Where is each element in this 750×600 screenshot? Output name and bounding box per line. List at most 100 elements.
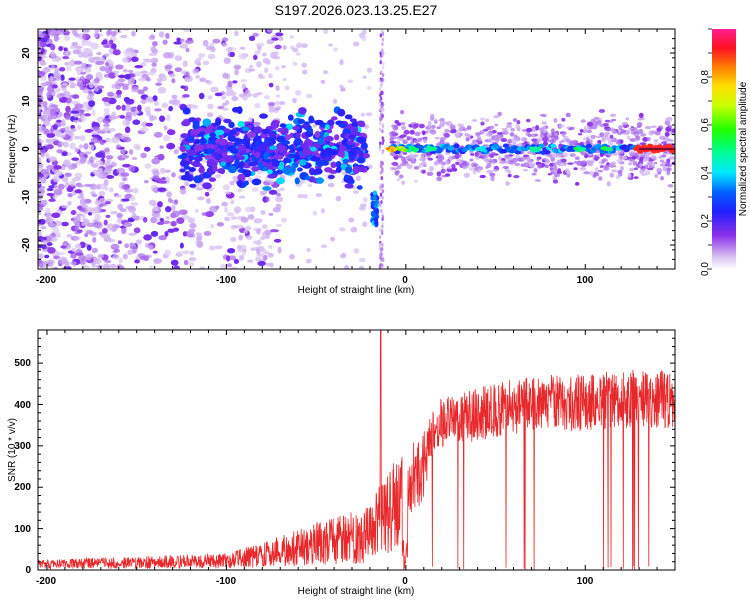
spectrogram-cell: [609, 134, 614, 139]
spectrogram-cell: [314, 130, 321, 139]
spectrogram-cell: [580, 160, 588, 166]
spectrogram-cell: [103, 107, 111, 113]
spectrogram-cell: [633, 133, 638, 137]
spectrogram-cell: [38, 133, 41, 140]
spectrogram-cell: [70, 110, 80, 114]
spectrogram-cell: [304, 175, 311, 181]
spectrogram-cell: [137, 77, 147, 82]
spectrogram-cell: [337, 108, 346, 117]
spectrogram-cell: [523, 162, 530, 168]
spectrogram-cell: [57, 144, 63, 148]
spectrogram-cell: [593, 171, 598, 175]
spectrogram-cell: [69, 142, 76, 150]
spectrogram-cell: [226, 212, 235, 217]
spectrogram-cell: [606, 181, 611, 187]
spectrogram-cell: [546, 132, 553, 137]
spectrogram-cell: [594, 167, 599, 172]
spectrogram-cell: [171, 94, 178, 100]
spectrogram-cell: [115, 104, 122, 111]
spectrogram-cell: [643, 155, 651, 160]
spectrogram-cell: [398, 174, 404, 179]
spectrogram-cell: [557, 169, 561, 173]
spectrogram-cell: [616, 158, 623, 163]
spectrogram-cell: [47, 223, 56, 227]
spectrogram-cell: [606, 128, 612, 132]
spectrogram-cell: [296, 147, 304, 152]
spectrogram-cell: [162, 39, 168, 45]
spectrogram-cell: [394, 171, 400, 176]
spectrogram-cell: [180, 85, 186, 89]
spectrogram-cell: [574, 156, 580, 161]
spectrogram-cell: [338, 227, 346, 232]
spectrogram-cell: [98, 198, 106, 203]
spectrogram-cell: [78, 51, 84, 58]
spectrogram-cell: [170, 220, 177, 227]
spectrogram-cell: [290, 148, 296, 153]
spectrogram-cell: [211, 151, 219, 157]
spectrogram-cell: [54, 170, 63, 177]
spectrogram-cell: [374, 208, 380, 214]
spectrogram-cell: [561, 117, 566, 122]
spectrogram-cell: [586, 121, 594, 127]
spectrogram-cell: [433, 161, 439, 166]
spectrogram-cell: [253, 54, 258, 61]
spectrogram-cell: [454, 161, 460, 165]
spectrogram-cell: [118, 257, 123, 264]
spectrogram-cell: [255, 256, 262, 262]
spectrogram-cell: [406, 136, 414, 140]
colorbar-tick-label: 0.2: [700, 214, 711, 228]
spectrogram-cell: [268, 107, 275, 113]
spectrogram-cell: [433, 119, 438, 125]
spectrogram-cell: [51, 232, 56, 237]
spectrogram-cell: [472, 169, 477, 175]
spectrogram-cell: [381, 53, 384, 58]
spectrogram-cell: [202, 182, 212, 190]
spectrogram-cell: [48, 217, 54, 224]
spectrogram-cell: [199, 137, 207, 145]
spectrogram-cell: [400, 125, 407, 131]
spectrogram-cell: [359, 257, 366, 263]
spectrogram-cell: [553, 135, 560, 141]
spectrogram-cell: [108, 39, 114, 45]
spectrogram-cell: [268, 131, 276, 139]
spectrogram-cell: [122, 163, 131, 168]
spectrogram-cell: [80, 62, 88, 69]
spectrogram-cell: [251, 166, 260, 172]
spectrogram-cell: [268, 82, 274, 88]
spectrogram-cell: [621, 122, 629, 126]
spectrogram-cell: [362, 196, 368, 203]
spectrogram-cell: [229, 147, 240, 154]
spectrogram-cell: [253, 218, 263, 224]
spectrogram-cell: [247, 161, 258, 167]
spectrogram-cell: [565, 112, 571, 118]
spectrogram-cell: [644, 125, 652, 130]
spectrogram-cell: [131, 212, 137, 220]
spectrogram-cell: [444, 173, 451, 177]
spectrogram-cell: [527, 159, 533, 164]
spectrogram-cell: [189, 222, 197, 229]
spectrogram-cell: [60, 74, 65, 81]
spectrogram-cell: [269, 229, 279, 233]
spectrogram-cell: [301, 43, 308, 49]
spectrogram-cell: [256, 49, 262, 54]
spectrogram-cell: [315, 177, 324, 184]
spectrogram-cell: [261, 224, 268, 230]
spectrogram-cell: [380, 69, 383, 74]
spectrogram-cell: [222, 128, 231, 133]
spectrogram-cell: [78, 151, 85, 158]
spectrogram-cell: [108, 72, 117, 79]
spectrogram-cell: [171, 78, 176, 84]
spectrogram-cell: [403, 129, 410, 135]
spectrogram-cell: [521, 137, 528, 142]
spectrogram-cell: [417, 144, 425, 150]
spectrogram-cell: [381, 73, 385, 78]
spectrogram-cell: [247, 259, 254, 263]
spectrogram-cell: [103, 123, 110, 127]
spectrogram-cell: [381, 37, 385, 42]
spectrogram-cell: [226, 263, 233, 268]
spectrogram-cell: [122, 137, 132, 143]
spectrogram-cell: [350, 226, 358, 233]
spectrogram-cell: [42, 199, 48, 207]
spectrogram-cell: [347, 79, 354, 84]
spectrogram-cell: [153, 190, 159, 194]
